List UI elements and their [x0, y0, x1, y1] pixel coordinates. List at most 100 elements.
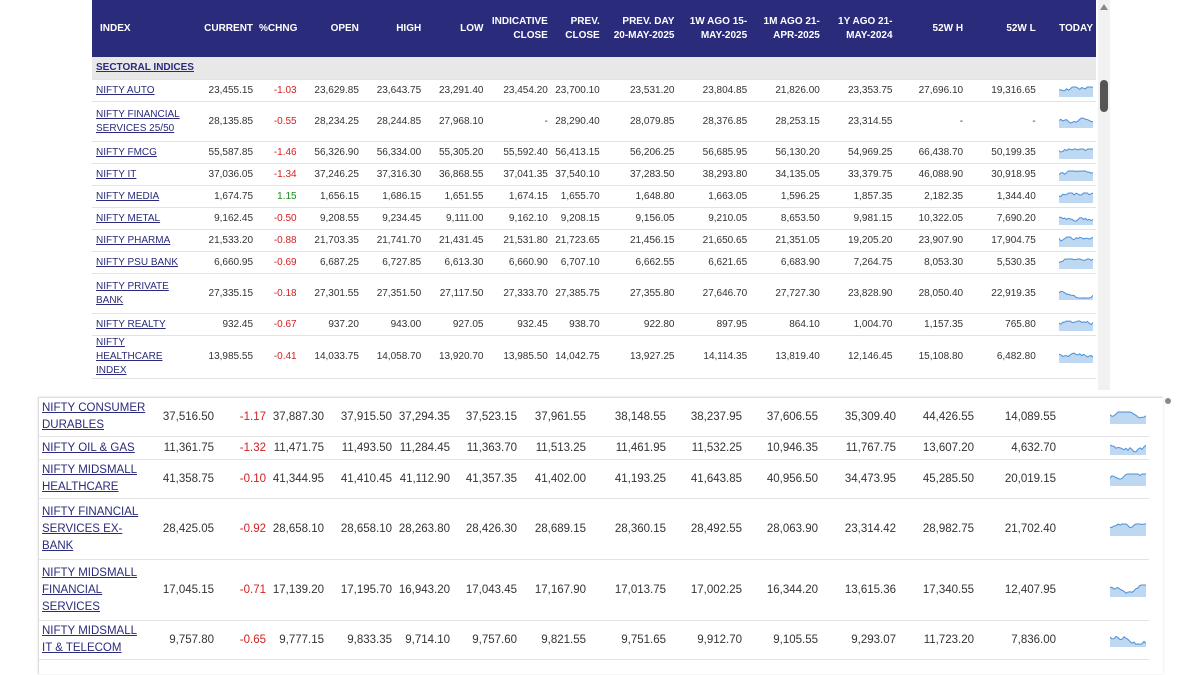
percent-change-cell: -0.88	[256, 229, 300, 252]
value-cell: 14,114.35	[677, 335, 751, 379]
scroll-up-icon[interactable]	[1100, 4, 1108, 10]
value-cell: 2,182.35	[895, 185, 967, 208]
value-cell: 20,019.15	[977, 459, 1059, 499]
value-cell: 37,041.35	[486, 163, 551, 186]
value-cell: 17,167.90	[520, 559, 589, 621]
value-cell: 15,108.80	[895, 335, 967, 379]
index-name-link[interactable]: NIFTY REALTY	[96, 318, 166, 330]
value-cell: 28,263.80	[395, 498, 453, 560]
value-cell: 46,088.90	[895, 163, 967, 186]
table-row[interactable]: NIFTY MIDSMALL IT & TELECOM 9,757.80 -0.65…	[39, 620, 1149, 660]
index-name-link[interactable]: NIFTY MIDSMALL IT & TELECOM	[42, 625, 137, 654]
value-cell: 22,919.35	[966, 273, 1039, 314]
table-row[interactable]: NIFTY FMCG 55,587.85 -1.46 56,326.90 56,334.…	[92, 141, 1096, 164]
value-cell: 27,351.50	[361, 273, 425, 314]
value-cell: 38,237.95	[669, 398, 745, 437]
value-cell: 11,471.75	[269, 436, 327, 460]
table-row[interactable]: NIFTY PSU BANK 6,660.95 -0.69 6,687.25 6,727…	[92, 251, 1096, 274]
value-cell: -	[486, 101, 551, 142]
index-name-link[interactable]: NIFTY OIL & GAS	[42, 441, 135, 454]
value-cell: 6,482.80	[966, 335, 1039, 379]
value-cell: 19,205.20	[822, 229, 896, 252]
value-cell: 6,727.85	[361, 251, 425, 274]
column-header: CURRENT	[191, 0, 257, 57]
index-name-link[interactable]: NIFTY PHARMA	[96, 234, 171, 246]
value-cell: 9,162.10	[486, 207, 551, 230]
percent-change-cell: -1.17	[217, 398, 269, 437]
value-cell: 10,322.05	[895, 207, 967, 230]
value-cell: 23,314.42	[821, 498, 899, 560]
table-row[interactable]: NIFTY MIDSMALL FINANCIAL SERVICES 17,045.…	[39, 559, 1149, 621]
value-cell: 13,920.70	[424, 335, 487, 379]
value-cell: 10,946.35	[745, 436, 821, 460]
value-cell: 34,135.05	[750, 163, 823, 186]
index-name-link[interactable]: NIFTY FINANCIAL SERVICES EX-BANK	[42, 505, 139, 552]
index-name-link[interactable]: NIFTY PSU BANK	[96, 256, 179, 268]
column-header: INDICATIVE CLOSE	[486, 0, 551, 57]
table-row[interactable]: NIFTY AUTO 23,455.15 -1.03 23,629.85 23,643.…	[92, 79, 1096, 102]
value-cell: 37,915.50	[327, 398, 395, 437]
section-link-sectoral-indices[interactable]: SECTORAL INDICES	[96, 62, 194, 73]
value-cell: 11,284.45	[395, 436, 453, 460]
value-cell: 7,264.75	[822, 251, 896, 274]
value-cell: 11,493.50	[327, 436, 395, 460]
index-name-link[interactable]: NIFTY FMCG	[96, 146, 157, 158]
bottom-scrollbar-indicator[interactable]	[1165, 398, 1171, 404]
index-name-link[interactable]: NIFTY METAL	[96, 212, 161, 224]
table-row[interactable]: NIFTY METAL 9,162.45 -0.50 9,208.55 9,234.45…	[92, 207, 1096, 230]
value-cell: 45,285.50	[899, 459, 977, 499]
index-name-link[interactable]: NIFTY FINANCIAL SERVICES 25/50	[96, 108, 180, 134]
table-row[interactable]: NIFTY HEALTHCARE INDEX 13,985.55 -0.41 14,0…	[92, 335, 1096, 379]
index-name-link[interactable]: NIFTY MEDIA	[96, 190, 160, 202]
index-name-link[interactable]: NIFTY CONSUMER DURABLES	[42, 402, 146, 431]
value-cell: 7,690.20	[966, 207, 1039, 230]
value-cell: 9,208.15	[550, 207, 603, 230]
value-cell: 6,660.90	[486, 251, 551, 274]
top-index-table-panel: INDEX CURRENT %CHNG OPEN HIGH LOW INDICATIVE C…	[92, 0, 1110, 390]
value-cell: 932.45	[486, 313, 551, 336]
index-name-link[interactable]: NIFTY IT	[96, 168, 137, 180]
table-row[interactable]: NIFTY FINANCIAL SERVICES EX-BANK 28,425.0…	[39, 498, 1149, 560]
table-row[interactable]: NIFTY MIDSMALL HEALTHCARE 41,358.75 -0.10 4…	[39, 459, 1149, 499]
value-cell: 44,426.55	[899, 398, 977, 437]
value-cell: 27,968.10	[424, 101, 487, 142]
table-row[interactable]: NIFTY OIL & GAS 11,361.75 -1.32 11,471.75 11…	[39, 436, 1149, 460]
value-cell: 14,089.55	[977, 398, 1059, 437]
table-row[interactable]: NIFTY PRIVATE BANK 27,335.15 -0.18 27,301.5…	[92, 273, 1096, 314]
value-cell: 21,702.40	[977, 498, 1059, 560]
value-cell: 927.05	[424, 313, 487, 336]
value-cell: 23,804.85	[677, 79, 751, 102]
index-name-link[interactable]: NIFTY HEALTHCARE INDEX	[96, 337, 163, 376]
value-cell: 21,650.65	[677, 229, 751, 252]
value-cell: 28,376.85	[677, 101, 751, 142]
top-scrollbar[interactable]	[1098, 0, 1110, 390]
value-cell: 41,410.45	[327, 459, 395, 499]
table-row[interactable]: NIFTY PHARMA 21,533.20 -0.88 21,703.35 21,74…	[92, 229, 1096, 252]
table-row[interactable]: NIFTY REALTY 932.45 -0.67 937.20 943.00 927.0…	[92, 313, 1096, 336]
value-cell: 37,540.10	[550, 163, 603, 186]
scrollbar-thumb[interactable]	[1100, 80, 1108, 112]
value-cell: 11,513.25	[520, 436, 589, 460]
value-cell: 40,956.50	[745, 459, 821, 499]
value-cell: 938.70	[550, 313, 603, 336]
value-cell: 28,360.15	[589, 498, 669, 560]
value-cell: 19,316.65	[966, 79, 1039, 102]
table-row[interactable]: NIFTY CONSUMER DURABLES 37,516.50 -1.17 37,…	[39, 398, 1149, 437]
value-cell: 54,969.25	[822, 141, 896, 164]
column-header: 52W L	[966, 0, 1039, 57]
value-cell: 9,981.15	[822, 207, 896, 230]
value-cell: 27,727.30	[750, 273, 823, 314]
index-name-link[interactable]: NIFTY AUTO	[96, 84, 155, 96]
index-name-link[interactable]: NIFTY PRIVATE BANK	[96, 280, 169, 306]
column-header: %CHNG	[256, 0, 300, 57]
value-cell: 17,013.75	[589, 559, 669, 621]
index-name-link[interactable]: NIFTY MIDSMALL FINANCIAL SERVICES	[42, 566, 137, 613]
percent-change-cell: -0.41	[256, 335, 300, 379]
table-row[interactable]: NIFTY FINANCIAL SERVICES 25/50 28,135.85-…	[92, 101, 1096, 142]
value-cell: 11,361.75	[151, 436, 217, 460]
table-row[interactable]: NIFTY IT 37,036.05 -1.34 37,246.25 37,316.30…	[92, 163, 1096, 186]
table-row[interactable]: NIFTY MEDIA 1,674.75 1.15 1,656.15 1,686.15 1…	[92, 185, 1096, 208]
index-name-link[interactable]: NIFTY MIDSMALL HEALTHCARE	[42, 464, 137, 493]
value-cell: 28,244.85	[361, 101, 425, 142]
value-cell: 27,385.75	[550, 273, 603, 314]
